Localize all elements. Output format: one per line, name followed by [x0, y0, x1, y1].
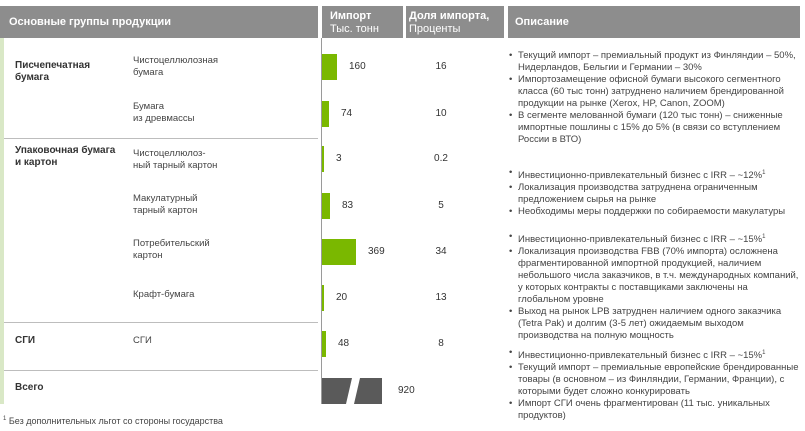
total-import-bar	[322, 378, 382, 404]
product-name-line: Крафт-бумага	[133, 289, 195, 300]
product-name-line: Бумага	[133, 101, 165, 112]
import-value: 48	[338, 338, 350, 349]
import-value: 160	[349, 61, 366, 72]
product-name-line: из древмассы	[133, 113, 195, 124]
product-name-line: тарный картон	[133, 205, 198, 216]
description-item: Инвестиционно-привлекательный бизнес с I…	[508, 231, 800, 246]
group-name-line: Упаковочная бумага	[15, 145, 116, 156]
import-bar	[322, 146, 324, 172]
product-name: Крафт-бумага	[133, 289, 194, 301]
footnote-mark: 1	[762, 350, 766, 356]
import-bar	[322, 193, 330, 219]
product-name-line: Чистоцеллюлозная	[133, 55, 219, 66]
left-band	[0, 38, 4, 404]
header-description: Описание	[508, 6, 800, 38]
description-sgi: Инвестиционно-привлекательный бизнес с I…	[508, 347, 800, 422]
product-name: СГИ	[133, 335, 152, 347]
group-name: Писчепечатная бумага	[15, 60, 90, 84]
header-import-unit: Тыс. тонн	[330, 23, 379, 35]
footnote-mark: 1	[3, 416, 7, 422]
total-import-value: 920	[398, 385, 415, 396]
header-share-unit: Проценты	[409, 23, 461, 35]
product-name-line: СГИ	[133, 335, 152, 346]
description-text: Инвестиционно-привлекательный бизнес с I…	[518, 234, 763, 246]
header-import-title: Импорт	[330, 10, 372, 22]
header-share-title: Доля импорта,	[409, 10, 490, 22]
total-bar-part	[322, 378, 352, 404]
import-bar	[322, 239, 356, 265]
header-groups-label: Основные группы продукции	[9, 16, 171, 28]
description-item: Импорт СГИ очень фрагментирован (11 тыс.…	[508, 398, 800, 422]
group-separator	[4, 138, 318, 139]
group-name-line: Писчепечатная	[15, 60, 91, 71]
footnote-mark: 1	[762, 170, 766, 176]
share-value: 34	[435, 246, 447, 257]
product-name-line: Макулатурный	[133, 193, 198, 204]
group-name-line: и картон	[15, 157, 58, 168]
header-groups: Основные группы продукции	[0, 6, 318, 38]
description-item: Текущий импорт – премиальные европейские…	[508, 362, 800, 398]
description-item: Необходимы меры поддержки по собираемост…	[508, 206, 800, 218]
import-value: 369	[368, 246, 385, 257]
product-name-line: Потребительский	[133, 238, 210, 249]
group-name-line: Всего	[15, 382, 44, 393]
description-item: В сегменте мелованной бумаги (120 тыс то…	[508, 110, 800, 146]
description-container: Инвестиционно-привлекательный бизнес с I…	[508, 167, 800, 218]
import-value: 74	[341, 108, 353, 119]
description-item: Инвестиционно-привлекательный бизнес с I…	[508, 167, 800, 182]
description-item: Импортозамещение офисной бумаги высокого…	[508, 74, 800, 110]
header-description-label: Описание	[515, 16, 569, 28]
description-text: Инвестиционно-привлекательный бизнес с I…	[518, 170, 763, 182]
group-name: Упаковочная бумага и картон	[15, 145, 115, 169]
import-value: 83	[342, 200, 354, 211]
share-value: 8	[438, 338, 444, 349]
group-name-line: бумага	[15, 72, 50, 83]
description-consumer: Инвестиционно-привлекательный бизнес с I…	[508, 231, 800, 342]
share-value: 0.2	[434, 153, 448, 164]
import-value: 20	[336, 292, 348, 303]
product-name-line: Чистоцеллюлоз-	[133, 148, 206, 159]
group-separator	[4, 370, 318, 371]
footnote-text: Без дополнительных льгот со стороны госу…	[8, 416, 223, 426]
product-name-line: ный тарный картон	[133, 160, 218, 171]
import-bar	[322, 331, 326, 357]
total-bar-part	[354, 378, 382, 404]
description-paper: Текущий импорт – премиальный продукт из …	[508, 50, 800, 146]
header-import: Импорт Тыс. тонн	[322, 6, 403, 38]
import-axis-line	[321, 38, 322, 404]
share-value: 16	[435, 61, 447, 72]
product-name: Чистоцеллюлоз- ный тарный картон	[133, 148, 217, 172]
share-value: 5	[438, 200, 444, 211]
share-value: 10	[435, 108, 447, 119]
product-name: Бумага из древмассы	[133, 101, 195, 125]
description-item: Текущий импорт – премиальный продукт из …	[508, 50, 800, 74]
import-bar	[322, 285, 324, 311]
product-name: Потребительский картон	[133, 238, 210, 262]
import-bar	[322, 101, 329, 127]
description-item: Инвестиционно-привлекательный бизнес с I…	[508, 347, 800, 362]
description-item: Локализация производства FBB (70% импорт…	[508, 246, 800, 306]
footnote: 1 Без дополнительных льгот со стороны го…	[3, 416, 223, 426]
group-name-line: СГИ	[15, 335, 36, 346]
description-item: Выход на рынок LPB затруднен наличием од…	[508, 306, 800, 342]
product-name: Чистоцеллюлозная бумага	[133, 55, 218, 79]
product-name-line: картон	[133, 250, 163, 261]
product-name-line: бумага	[133, 67, 164, 78]
group-name: Всего	[15, 382, 44, 394]
group-name: СГИ	[15, 335, 35, 347]
import-value: 3	[336, 153, 342, 164]
header-share: Доля импорта, Проценты	[406, 6, 504, 38]
description-item: Локализация производства затруднена огра…	[508, 182, 800, 206]
share-value: 13	[435, 292, 447, 303]
import-bar	[322, 54, 337, 80]
group-separator	[4, 322, 318, 323]
product-name: Макулатурный тарный картон	[133, 193, 198, 217]
footnote-mark: 1	[762, 234, 766, 240]
description-text: Инвестиционно-привлекательный бизнес с I…	[518, 350, 763, 362]
